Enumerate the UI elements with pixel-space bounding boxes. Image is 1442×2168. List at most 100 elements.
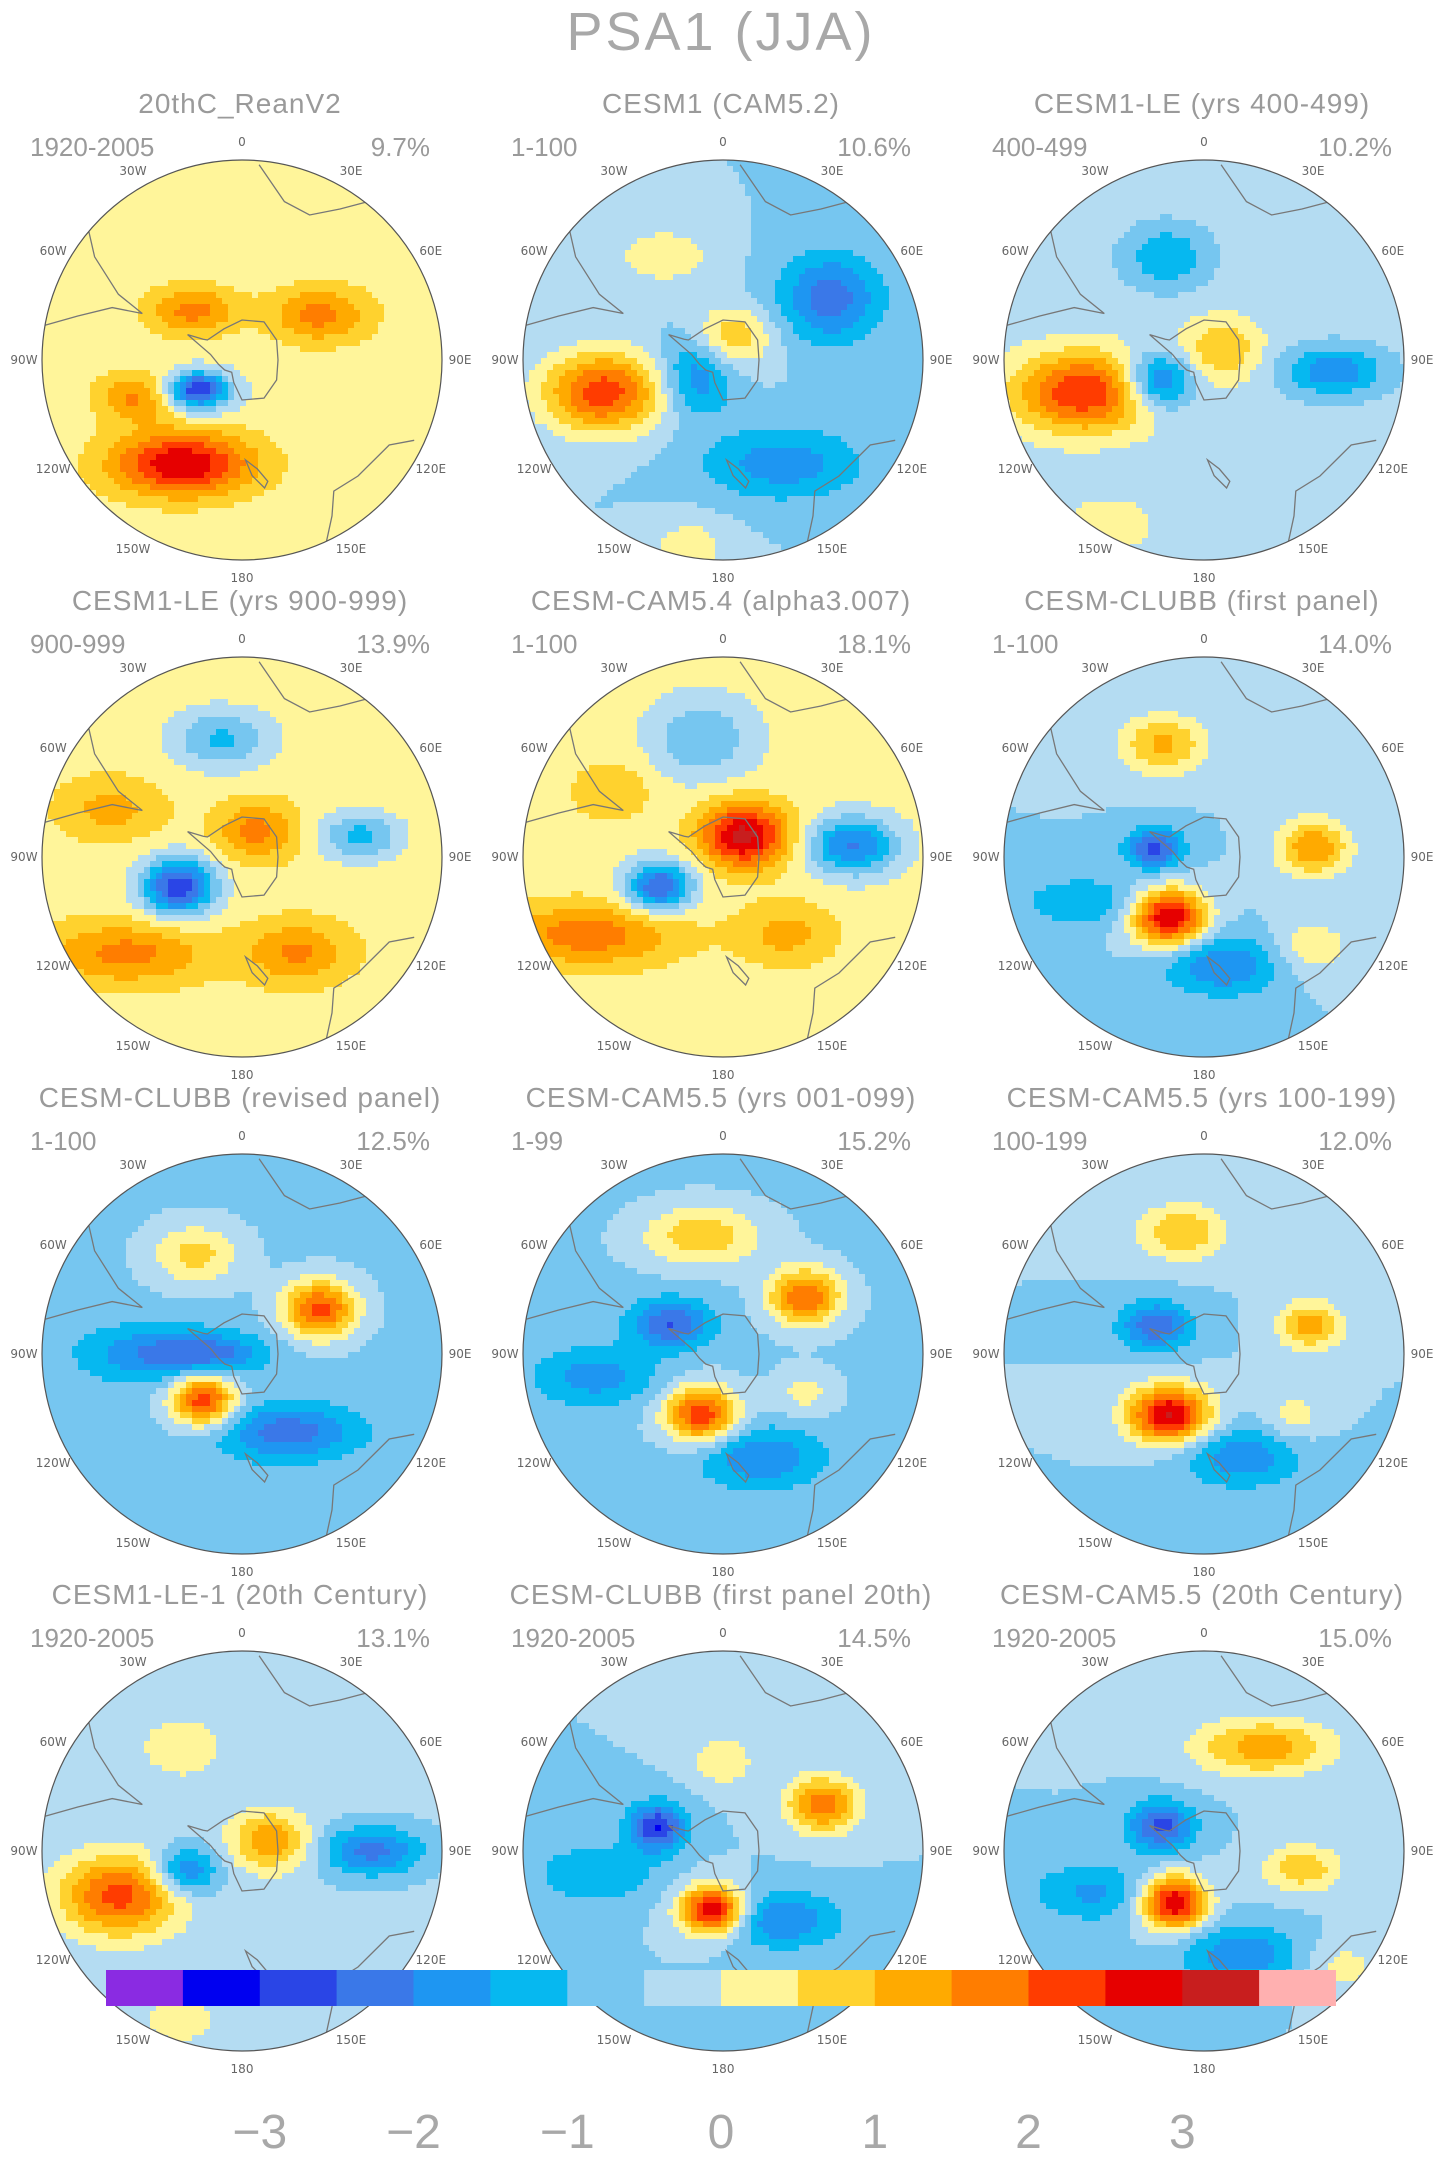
- longitude-label: 150E: [817, 1039, 848, 1053]
- polar-map: 0 30E 60E 90E 120E 150E 180 150W 120W 90W 60W 30W: [10, 632, 472, 1082]
- longitude-label: 30W: [1081, 661, 1108, 675]
- longitude-label: 120E: [897, 1953, 928, 1967]
- longitude-label: 30W: [119, 164, 146, 178]
- longitude-label: 90E: [449, 850, 472, 864]
- longitude-label: 90E: [449, 1844, 472, 1858]
- polar-map: 0 30E 60E 90E 120E 150E 180 150W 120W 90W 60W 30W: [491, 632, 953, 1082]
- longitude-label: 120E: [897, 462, 928, 476]
- longitude-label: 90W: [491, 1844, 518, 1858]
- longitude-label: 120E: [416, 959, 447, 973]
- contour-field: [523, 160, 923, 560]
- longitude-label: 30E: [821, 164, 844, 178]
- longitude-label: 90E: [930, 353, 953, 367]
- longitude-label: 150W: [116, 1039, 151, 1053]
- longitude-label: 30E: [340, 1158, 363, 1172]
- panel-title: CESM1 (CAM5.2): [481, 88, 961, 120]
- longitude-label: 60E: [900, 1735, 923, 1749]
- map-boundary: [1003, 1153, 1405, 1555]
- longitude-label: 150E: [817, 2033, 848, 2047]
- polar-map: 0 30E 60E 90E 120E 150E 180 150W 120W 90W 60W 30W: [972, 1129, 1433, 1579]
- panel-period: 1-100: [30, 1126, 97, 1157]
- longitude-label: 90W: [972, 1347, 999, 1361]
- colorbar-swatch: [1182, 1970, 1260, 2006]
- map-boundary: [1003, 159, 1405, 561]
- longitude-label: 60W: [521, 1735, 548, 1749]
- longitude-label: 150E: [336, 1039, 367, 1053]
- longitude-label: 150E: [336, 542, 367, 556]
- longitude-label: 0: [1200, 1626, 1208, 1640]
- longitude-label: 180: [231, 571, 254, 585]
- longitude-label: 0: [238, 135, 246, 149]
- longitude-label: 120W: [998, 1953, 1033, 1967]
- longitude-label: 180: [712, 1565, 735, 1579]
- longitude-label: 0: [238, 1626, 246, 1640]
- longitude-label: 30W: [1081, 164, 1108, 178]
- panel-title: CESM1-LE (yrs 900-999): [0, 585, 480, 617]
- longitude-label: 90E: [930, 850, 953, 864]
- contour-field: [523, 1154, 923, 1554]
- longitude-label: 90W: [491, 353, 518, 367]
- longitude-label: 150E: [336, 1536, 367, 1550]
- colorbar-swatch: [1105, 1970, 1183, 2006]
- longitude-label: 0: [1200, 632, 1208, 646]
- colorbar-tick-label: 3: [1169, 2105, 1196, 2160]
- panel-title: CESM-CAM5.5 (yrs 001-099): [481, 1082, 961, 1114]
- colorbar-swatch: [1028, 1970, 1106, 2006]
- longitude-label: 60E: [900, 244, 923, 258]
- coastlines: [44, 661, 415, 1039]
- longitude-label: 120E: [1378, 1953, 1409, 1967]
- colorbar-swatch: [1259, 1970, 1336, 2006]
- longitude-label: 60W: [1002, 244, 1029, 258]
- map-boundary: [522, 159, 924, 561]
- panel-period: 1920-2005: [30, 1623, 154, 1654]
- longitude-label: 180: [1193, 1068, 1216, 1082]
- longitude-label: 60W: [40, 244, 67, 258]
- longitude-label: 0: [238, 632, 246, 646]
- panel-period: 1-100: [511, 132, 578, 163]
- panel-period: 1920-2005: [30, 132, 154, 163]
- longitude-label: 150W: [597, 2033, 632, 2047]
- longitude-label: 150E: [1298, 2033, 1329, 2047]
- longitude-label: 90W: [10, 1347, 37, 1361]
- longitude-label: 60W: [521, 741, 548, 755]
- longitude-label: 120W: [998, 959, 1033, 973]
- longitude-label: 60E: [900, 741, 923, 755]
- longitude-label: 60E: [1381, 741, 1404, 755]
- map-boundary: [41, 656, 443, 1058]
- panel-period: 900-999: [30, 629, 125, 660]
- panel-variance-percent: 14.5%: [837, 1623, 911, 1654]
- map-panel: CESM-CAM5.5 (yrs 001-099) 1-99 15.2% 0 30E 60…: [481, 1082, 961, 1580]
- longitude-label: 30W: [600, 661, 627, 675]
- longitude-label: 180: [1193, 1565, 1216, 1579]
- coastlines: [1006, 1158, 1377, 1536]
- longitude-label: 150W: [116, 542, 151, 556]
- longitude-label: 90W: [491, 850, 518, 864]
- map-boundary: [41, 159, 443, 561]
- longitude-label: 120W: [36, 1456, 71, 1470]
- longitude-label: 120E: [416, 1456, 447, 1470]
- longitude-label: 120E: [1378, 959, 1409, 973]
- coastlines: [1006, 661, 1377, 1039]
- map-panel: CESM-CAM5.5 (yrs 100-199) 100-199 12.0% 0 30…: [962, 1082, 1442, 1580]
- contour-field: [1004, 160, 1404, 560]
- colorbar-tick-label: 2: [1015, 2105, 1042, 2160]
- contour-field: [523, 657, 923, 1057]
- longitude-label: 120E: [416, 462, 447, 476]
- longitude-label: 120W: [517, 959, 552, 973]
- contour-field: [42, 657, 442, 1057]
- colorbar-swatch: [106, 1970, 184, 2006]
- polar-map: 0 30E 60E 90E 120E 150E 180 150W 120W 90W 60W 30W: [972, 1626, 1433, 2076]
- longitude-label: 150E: [1298, 1536, 1329, 1550]
- longitude-label: 30E: [340, 164, 363, 178]
- colorbar-swatch: [874, 1970, 953, 2006]
- longitude-label: 90W: [491, 1347, 518, 1361]
- map-panel: CESM-CLUBB (revised panel) 1-100 12.5% 0 30E…: [0, 1082, 480, 1580]
- colorbar-swatch: [644, 1970, 722, 2006]
- longitude-label: 120W: [517, 462, 552, 476]
- map-panel: CESM-CLUBB (first panel) 1-100 14.0% 0 30E 60…: [962, 585, 1442, 1083]
- coastlines: [525, 1158, 896, 1536]
- colorbar-labels: −3 −2 −1 0 1 2 3: [0, 2105, 1442, 2165]
- coastlines: [525, 661, 896, 1039]
- panel-title: CESM1-LE-1 (20th Century): [0, 1579, 480, 1611]
- longitude-label: 60E: [900, 1238, 923, 1252]
